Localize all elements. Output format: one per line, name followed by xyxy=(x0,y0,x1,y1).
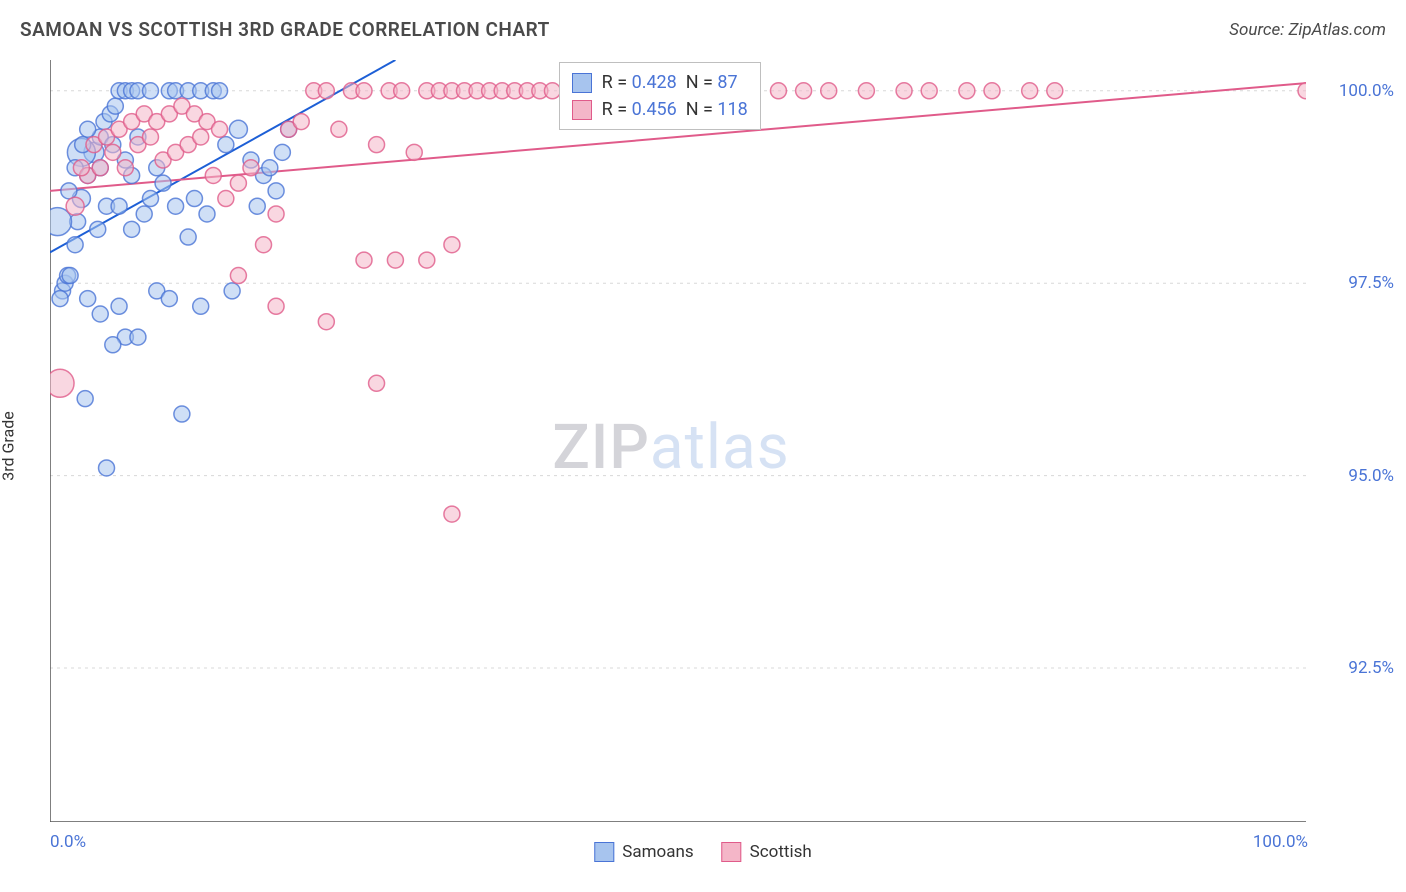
y-tick-label: 92.5% xyxy=(1348,658,1394,678)
plot-area: ZIPatlas R = 0.428 N = 87R = 0.456 N = 1… xyxy=(50,60,1306,822)
correlation-swatch xyxy=(572,73,592,93)
legend-swatch-samoans xyxy=(594,842,614,862)
correlation-swatch xyxy=(572,100,592,120)
correlation-row: R = 0.428 N = 87 xyxy=(572,69,748,96)
correlation-text: R = 0.428 N = 87 xyxy=(602,69,738,96)
y-axis-label: 3rd Grade xyxy=(0,411,18,480)
x-tick-label-right: 100.0% xyxy=(1253,832,1308,852)
x-tick-label-left: 0.0% xyxy=(50,832,86,852)
scatter-plot-svg xyxy=(50,60,1306,822)
legend-label-samoans: Samoans xyxy=(622,842,693,862)
legend-item-samoans: Samoans xyxy=(594,842,693,862)
y-tick-label: 97.5% xyxy=(1348,273,1394,293)
correlation-row: R = 0.456 N = 118 xyxy=(572,96,748,123)
legend-item-scottish: Scottish xyxy=(722,842,812,862)
bottom-legend: Samoans Scottish xyxy=(594,842,811,862)
y-tick-label: 95.0% xyxy=(1348,466,1394,486)
legend-label-scottish: Scottish xyxy=(750,842,812,862)
chart-title: SAMOAN VS SCOTTISH 3RD GRADE CORRELATION… xyxy=(20,18,550,41)
legend-swatch-scottish xyxy=(722,842,742,862)
correlation-legend-box: R = 0.428 N = 87R = 0.456 N = 118 xyxy=(559,62,761,130)
source-attribution: Source: ZipAtlas.com xyxy=(1229,20,1386,40)
correlation-text: R = 0.456 N = 118 xyxy=(602,96,748,123)
y-tick-label: 100.0% xyxy=(1339,81,1394,101)
